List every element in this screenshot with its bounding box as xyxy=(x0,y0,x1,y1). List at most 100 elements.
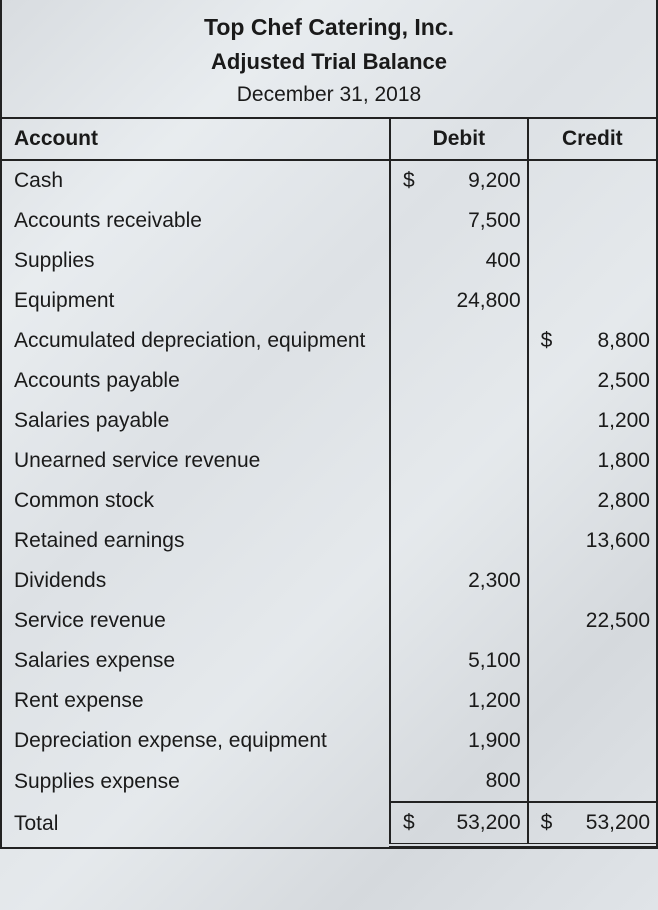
debit-currency-symbol xyxy=(390,441,415,481)
account-cell: Supplies xyxy=(2,241,390,281)
debit-currency-symbol xyxy=(390,761,415,802)
credit-currency-symbol xyxy=(528,601,553,641)
table-header-row: Account Debit Credit xyxy=(2,119,656,160)
credit-cell xyxy=(552,281,656,321)
table-row: Depreciation expense, equipment 1,900 xyxy=(2,721,656,761)
debit-currency-symbol xyxy=(390,281,415,321)
debit-currency-symbol xyxy=(390,641,415,681)
credit-cell xyxy=(552,561,656,601)
debit-currency-symbol xyxy=(390,201,415,241)
col-header-account: Account xyxy=(2,119,390,160)
total-label: Total xyxy=(2,802,390,845)
credit-cell xyxy=(552,761,656,802)
table-row: Accounts receivable 7,500 xyxy=(2,201,656,241)
debit-cell xyxy=(415,521,528,561)
table-row: Salaries payable 1,200 xyxy=(2,401,656,441)
trial-balance-sheet: Top Chef Catering, Inc. Adjusted Trial B… xyxy=(0,0,658,849)
table-row: Rent expense 1,200 xyxy=(2,681,656,721)
account-cell: Accounts payable xyxy=(2,361,390,401)
company-name: Top Chef Catering, Inc. xyxy=(12,14,646,41)
credit-cell: 13,600 xyxy=(552,521,656,561)
table-row: Service revenue 22,500 xyxy=(2,601,656,641)
debit-cell xyxy=(415,321,528,361)
credit-cell: 1,200 xyxy=(552,401,656,441)
table-row: Cash$9,200 xyxy=(2,160,656,201)
total-credit-currency-symbol: $ xyxy=(528,802,553,845)
col-header-debit: Debit xyxy=(390,119,528,160)
account-cell: Common stock xyxy=(2,481,390,521)
total-debit-cell: 53,200 xyxy=(415,802,528,845)
credit-currency-symbol xyxy=(528,281,553,321)
trial-balance-table: Account Debit Credit Cash$9,200Accounts … xyxy=(2,119,656,847)
credit-currency-symbol xyxy=(528,681,553,721)
debit-cell xyxy=(415,441,528,481)
debit-cell: 1,900 xyxy=(415,721,528,761)
credit-currency-symbol xyxy=(528,521,553,561)
debit-cell: 9,200 xyxy=(415,160,528,201)
credit-currency-symbol xyxy=(528,721,553,761)
debit-currency-symbol xyxy=(390,721,415,761)
credit-cell: 2,800 xyxy=(552,481,656,521)
credit-cell xyxy=(552,681,656,721)
table-row: Accounts payable 2,500 xyxy=(2,361,656,401)
debit-cell: 7,500 xyxy=(415,201,528,241)
credit-currency-symbol xyxy=(528,201,553,241)
debit-cell: 5,100 xyxy=(415,641,528,681)
table-row: Dividends2,300 xyxy=(2,561,656,601)
account-cell: Cash xyxy=(2,160,390,201)
credit-currency-symbol: $ xyxy=(528,321,553,361)
report-date: December 31, 2018 xyxy=(12,83,646,107)
debit-currency-symbol xyxy=(390,521,415,561)
debit-cell: 2,300 xyxy=(415,561,528,601)
account-cell: Supplies expense xyxy=(2,761,390,802)
account-cell: Accumulated depreciation, equipment xyxy=(2,321,390,361)
credit-currency-symbol xyxy=(528,561,553,601)
account-cell: Salaries expense xyxy=(2,641,390,681)
table-row: Unearned service revenue 1,800 xyxy=(2,441,656,481)
table-row: Salaries expense 5,100 xyxy=(2,641,656,681)
account-cell: Depreciation expense, equipment xyxy=(2,721,390,761)
total-credit-cell: 53,200 xyxy=(552,802,656,845)
table-row: Accumulated depreciation, equipment$8,80… xyxy=(2,321,656,361)
account-cell: Rent expense xyxy=(2,681,390,721)
credit-currency-symbol xyxy=(528,241,553,281)
credit-currency-symbol xyxy=(528,401,553,441)
account-cell: Accounts receivable xyxy=(2,201,390,241)
credit-cell: 2,500 xyxy=(552,361,656,401)
debit-currency-symbol xyxy=(390,321,415,361)
credit-cell xyxy=(552,160,656,201)
debit-cell: 800 xyxy=(415,761,528,802)
report-header: Top Chef Catering, Inc. Adjusted Trial B… xyxy=(2,0,656,119)
credit-cell: 22,500 xyxy=(552,601,656,641)
debit-cell: 24,800 xyxy=(415,281,528,321)
account-cell: Salaries payable xyxy=(2,401,390,441)
table-row: Common stock 2,800 xyxy=(2,481,656,521)
debit-currency-symbol: $ xyxy=(390,160,415,201)
total-row: Total$53,200$53,200 xyxy=(2,802,656,845)
credit-currency-symbol xyxy=(528,361,553,401)
debit-currency-symbol xyxy=(390,361,415,401)
debit-currency-symbol xyxy=(390,601,415,641)
total-debit-currency-symbol: $ xyxy=(390,802,415,845)
debit-cell xyxy=(415,481,528,521)
debit-cell xyxy=(415,401,528,441)
table-row: Supplies400 xyxy=(2,241,656,281)
credit-cell: 1,800 xyxy=(552,441,656,481)
col-header-credit: Credit xyxy=(528,119,656,160)
account-cell: Retained earnings xyxy=(2,521,390,561)
account-cell: Service revenue xyxy=(2,601,390,641)
credit-cell xyxy=(552,201,656,241)
debit-currency-symbol xyxy=(390,561,415,601)
table-row: Equipment24,800 xyxy=(2,281,656,321)
credit-currency-symbol xyxy=(528,441,553,481)
debit-currency-symbol xyxy=(390,401,415,441)
debit-cell xyxy=(415,361,528,401)
debit-currency-symbol xyxy=(390,681,415,721)
table-row: Retained earnings 13,600 xyxy=(2,521,656,561)
table-row: Supplies expense 800 xyxy=(2,761,656,802)
account-cell: Unearned service revenue xyxy=(2,441,390,481)
report-title: Adjusted Trial Balance xyxy=(12,49,646,75)
debit-cell: 1,200 xyxy=(415,681,528,721)
credit-currency-symbol xyxy=(528,641,553,681)
credit-currency-symbol xyxy=(528,761,553,802)
